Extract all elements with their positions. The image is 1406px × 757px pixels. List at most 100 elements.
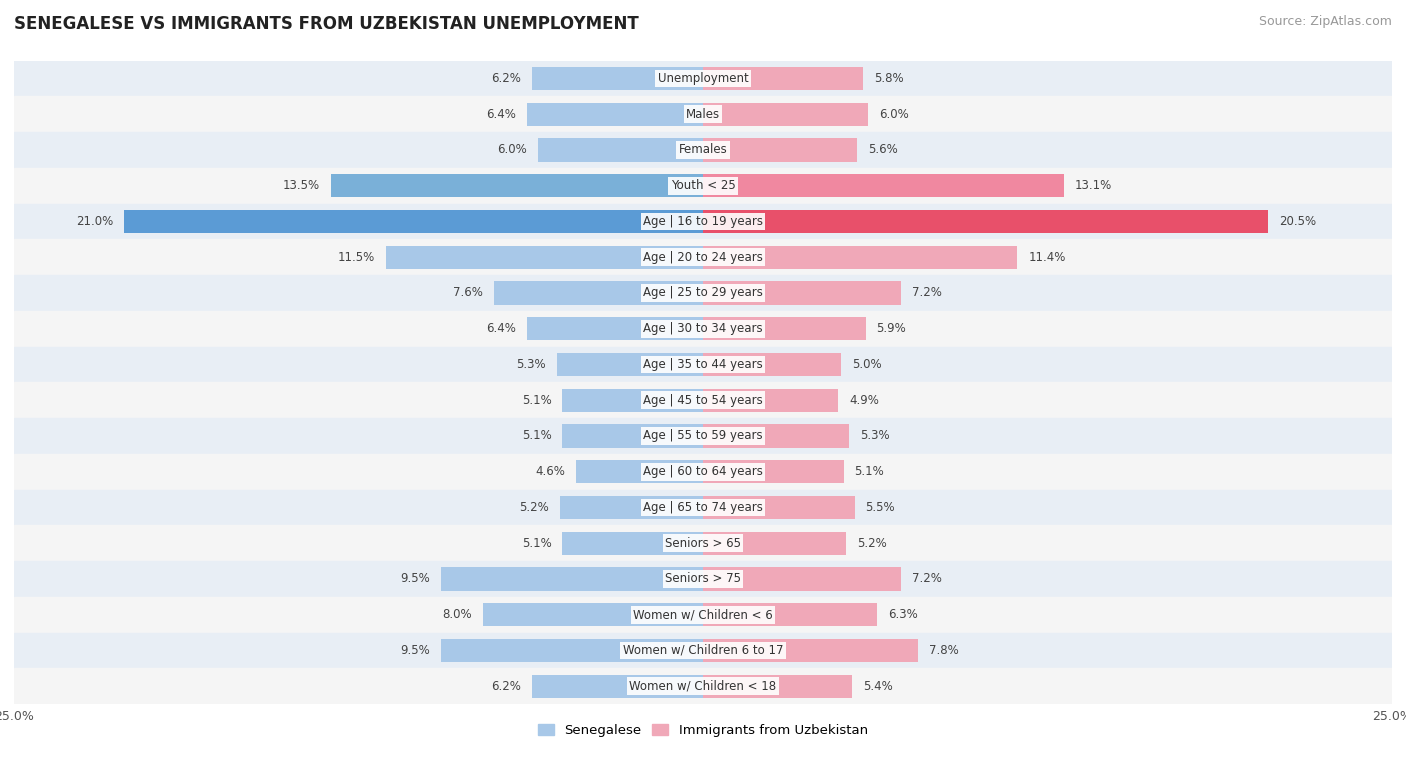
Bar <box>531 674 703 698</box>
Text: Age | 16 to 19 years: Age | 16 to 19 years <box>643 215 763 228</box>
Text: Age | 60 to 64 years: Age | 60 to 64 years <box>643 465 763 478</box>
Bar <box>14 633 1392 668</box>
Text: 5.1%: 5.1% <box>522 394 551 407</box>
Text: Age | 25 to 29 years: Age | 25 to 29 years <box>643 286 763 300</box>
Bar <box>703 567 901 590</box>
Text: 6.0%: 6.0% <box>496 143 527 157</box>
Bar <box>703 317 866 341</box>
Text: 5.1%: 5.1% <box>522 537 551 550</box>
Bar <box>14 204 1392 239</box>
Text: Age | 65 to 74 years: Age | 65 to 74 years <box>643 501 763 514</box>
Text: Source: ZipAtlas.com: Source: ZipAtlas.com <box>1258 15 1392 28</box>
Bar <box>14 311 1392 347</box>
Text: 6.4%: 6.4% <box>485 322 516 335</box>
Text: 6.4%: 6.4% <box>485 107 516 120</box>
Bar <box>441 639 703 662</box>
Bar <box>703 639 918 662</box>
Bar <box>14 275 1392 311</box>
Legend: Senegalese, Immigrants from Uzbekistan: Senegalese, Immigrants from Uzbekistan <box>533 719 873 743</box>
Text: 5.2%: 5.2% <box>858 537 887 550</box>
Text: 6.2%: 6.2% <box>491 72 522 85</box>
Bar <box>14 453 1392 490</box>
Bar <box>482 603 703 626</box>
Bar <box>537 139 703 161</box>
Text: 5.0%: 5.0% <box>852 358 882 371</box>
Text: 6.3%: 6.3% <box>887 608 917 621</box>
Text: Males: Males <box>686 107 720 120</box>
Bar <box>330 174 703 198</box>
Text: 4.9%: 4.9% <box>849 394 879 407</box>
Text: 9.5%: 9.5% <box>401 644 430 657</box>
Text: Age | 20 to 24 years: Age | 20 to 24 years <box>643 251 763 263</box>
Bar <box>14 239 1392 275</box>
Bar <box>527 102 703 126</box>
Bar <box>703 245 1017 269</box>
Text: Women w/ Children 6 to 17: Women w/ Children 6 to 17 <box>623 644 783 657</box>
Text: Age | 55 to 59 years: Age | 55 to 59 years <box>643 429 763 442</box>
Text: 5.6%: 5.6% <box>869 143 898 157</box>
Bar <box>14 490 1392 525</box>
Bar <box>703 460 844 483</box>
Bar <box>14 418 1392 453</box>
Text: Females: Females <box>679 143 727 157</box>
Text: 13.5%: 13.5% <box>283 179 321 192</box>
Bar <box>703 388 838 412</box>
Text: Seniors > 65: Seniors > 65 <box>665 537 741 550</box>
Bar <box>531 67 703 90</box>
Bar <box>576 460 703 483</box>
Text: 9.5%: 9.5% <box>401 572 430 585</box>
Text: Unemployment: Unemployment <box>658 72 748 85</box>
Text: 8.0%: 8.0% <box>441 608 471 621</box>
Text: 6.2%: 6.2% <box>491 680 522 693</box>
Text: 4.6%: 4.6% <box>536 465 565 478</box>
Text: 7.8%: 7.8% <box>929 644 959 657</box>
Bar <box>494 282 703 304</box>
Text: Women w/ Children < 6: Women w/ Children < 6 <box>633 608 773 621</box>
Text: Seniors > 75: Seniors > 75 <box>665 572 741 585</box>
Bar <box>387 245 703 269</box>
Text: 5.3%: 5.3% <box>860 429 890 442</box>
Text: Women w/ Children < 18: Women w/ Children < 18 <box>630 680 776 693</box>
Bar <box>441 567 703 590</box>
Text: 5.4%: 5.4% <box>863 680 893 693</box>
Bar <box>703 67 863 90</box>
Bar <box>124 210 703 233</box>
Text: Age | 35 to 44 years: Age | 35 to 44 years <box>643 358 763 371</box>
Bar <box>14 668 1392 704</box>
Text: 7.2%: 7.2% <box>912 286 942 300</box>
Bar <box>557 353 703 376</box>
Bar <box>14 561 1392 597</box>
Bar <box>703 674 852 698</box>
Text: 5.3%: 5.3% <box>516 358 546 371</box>
Text: 5.9%: 5.9% <box>876 322 907 335</box>
Bar <box>703 210 1268 233</box>
Text: Age | 45 to 54 years: Age | 45 to 54 years <box>643 394 763 407</box>
Text: 11.5%: 11.5% <box>337 251 375 263</box>
Text: Youth < 25: Youth < 25 <box>671 179 735 192</box>
Text: 5.1%: 5.1% <box>522 429 551 442</box>
Text: 5.1%: 5.1% <box>855 465 884 478</box>
Bar <box>703 139 858 161</box>
Bar <box>527 317 703 341</box>
Text: 11.4%: 11.4% <box>1028 251 1066 263</box>
Text: 13.1%: 13.1% <box>1076 179 1112 192</box>
Bar <box>703 531 846 555</box>
Bar <box>14 382 1392 418</box>
Bar <box>14 597 1392 633</box>
Bar <box>703 424 849 447</box>
Text: SENEGALESE VS IMMIGRANTS FROM UZBEKISTAN UNEMPLOYMENT: SENEGALESE VS IMMIGRANTS FROM UZBEKISTAN… <box>14 15 638 33</box>
Text: 20.5%: 20.5% <box>1279 215 1316 228</box>
Text: 5.5%: 5.5% <box>866 501 896 514</box>
Bar <box>562 388 703 412</box>
Bar <box>14 525 1392 561</box>
Bar <box>703 353 841 376</box>
Bar <box>562 531 703 555</box>
Bar <box>703 282 901 304</box>
Text: Age | 30 to 34 years: Age | 30 to 34 years <box>643 322 763 335</box>
Text: 5.8%: 5.8% <box>875 72 904 85</box>
Bar <box>703 603 876 626</box>
Bar <box>703 496 855 519</box>
Text: 5.2%: 5.2% <box>519 501 548 514</box>
Bar <box>14 132 1392 168</box>
Bar <box>703 102 869 126</box>
